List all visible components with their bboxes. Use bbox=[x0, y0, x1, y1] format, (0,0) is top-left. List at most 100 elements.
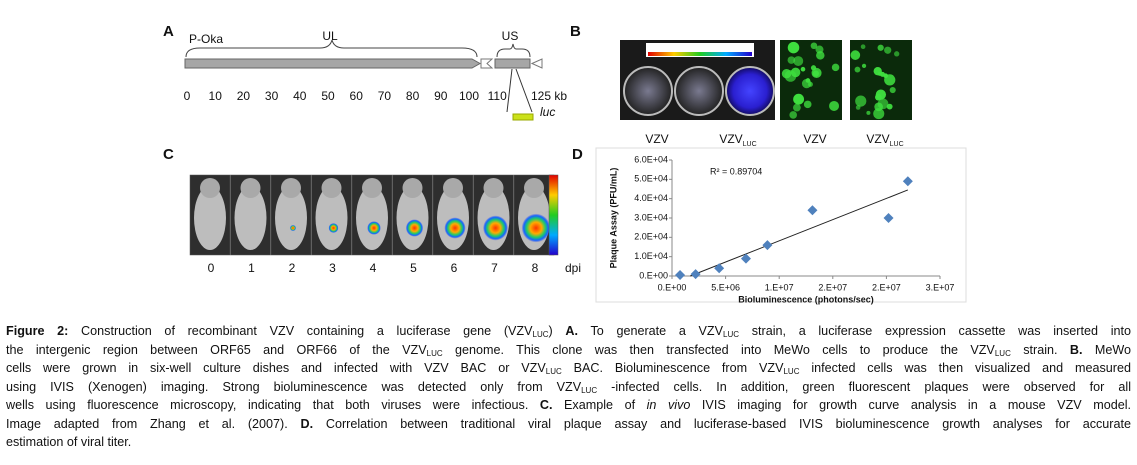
x-tick-label: 0.E+00 bbox=[658, 282, 687, 292]
caption-run: using IVIS (Xenogen) imaging. Strong bio… bbox=[6, 379, 582, 394]
caption-run: To generate a VZV bbox=[578, 324, 724, 338]
plaque bbox=[850, 50, 861, 60]
plaque bbox=[877, 98, 889, 110]
day-label: 2 bbox=[289, 261, 296, 275]
caption-run: strain. bbox=[1010, 342, 1070, 357]
luminescence bbox=[483, 215, 508, 241]
caption-run: LUC bbox=[723, 330, 740, 339]
caption-run: wells using fluorescence microscopy, ind… bbox=[6, 398, 540, 412]
caption-run: LUC bbox=[783, 367, 800, 376]
scale-label: 10 bbox=[209, 89, 223, 103]
scale-label: 100 bbox=[459, 89, 479, 103]
panel-letter: B bbox=[570, 23, 581, 40]
scale-label: 70 bbox=[378, 89, 392, 103]
luminescence bbox=[405, 219, 424, 237]
figure: A P-Oka UL US luc 0 10 20 30 40 50 60 70 80 90 100… bbox=[163, 23, 967, 304]
well bbox=[725, 66, 775, 116]
caption-line: estimation of viral titer. bbox=[6, 433, 1131, 452]
figure-caption: Figure 2: Construction of recombinant VZ… bbox=[6, 322, 1131, 452]
chart-frame bbox=[595, 147, 967, 303]
caption-run: LUC bbox=[581, 385, 598, 395]
day-label: 5 bbox=[410, 261, 417, 275]
luc-cassette bbox=[512, 113, 534, 121]
insert-lines bbox=[506, 68, 533, 113]
panel-letter: A bbox=[163, 23, 174, 40]
plaque bbox=[793, 93, 805, 105]
caption-run: ) bbox=[548, 324, 566, 338]
y-axis-label: Plaque Assay (PFU/mL) bbox=[608, 168, 618, 269]
sample-label: VZV bbox=[645, 132, 668, 146]
day-label: 6 bbox=[451, 261, 458, 275]
data-point bbox=[740, 253, 751, 264]
plaque bbox=[793, 56, 804, 67]
plaque bbox=[875, 89, 887, 100]
mouse-head bbox=[362, 178, 382, 198]
label-text: VZV bbox=[645, 132, 668, 146]
plaque bbox=[816, 51, 825, 60]
region-label: UL bbox=[322, 29, 338, 43]
plaque bbox=[860, 44, 866, 50]
plaque bbox=[803, 100, 812, 109]
scale-label: 40 bbox=[293, 89, 307, 103]
plaque bbox=[831, 63, 840, 72]
scale-label: 90 bbox=[434, 89, 448, 103]
caption-run: estimation of viral titer. bbox=[6, 435, 132, 449]
y-tick-label: 2.0E+04 bbox=[634, 232, 668, 242]
plaque bbox=[889, 86, 896, 94]
x-tick-label: 2.E+07 bbox=[818, 282, 847, 292]
label-text: VZV bbox=[866, 132, 889, 146]
caption-run: LUC bbox=[532, 330, 549, 339]
luminescence bbox=[444, 217, 466, 239]
caption-run: IVIS imaging for growth curve analysis i… bbox=[690, 398, 1131, 412]
colorbar bbox=[548, 174, 559, 256]
colorbar bbox=[648, 52, 752, 56]
caption-run: Image adapted from Zhang et al. (2007). bbox=[6, 416, 301, 431]
well bbox=[674, 66, 724, 116]
scale-label: 110 bbox=[488, 89, 507, 103]
luminescence bbox=[290, 225, 296, 231]
caption-run: LUC bbox=[994, 348, 1011, 358]
plaque bbox=[884, 46, 892, 54]
strain-label: P-Oka bbox=[189, 32, 223, 46]
caption-run: LUC bbox=[426, 348, 443, 358]
luminescence bbox=[367, 221, 381, 235]
well bbox=[623, 66, 673, 116]
plaque bbox=[873, 108, 885, 120]
caption-run: BAC. Bioluminescence from VZV bbox=[561, 361, 784, 375]
label-subscript: LUC bbox=[890, 141, 904, 148]
data-point bbox=[883, 213, 894, 223]
unit-label: dpi bbox=[565, 261, 581, 275]
x-tick-label: 5.E+06 bbox=[711, 282, 740, 292]
plaque bbox=[884, 74, 896, 86]
r-squared: R² = 0.89704 bbox=[710, 166, 762, 176]
plaque bbox=[790, 67, 801, 78]
mouse-head bbox=[443, 178, 463, 198]
data-point bbox=[807, 205, 818, 216]
sample-label: VZVLUC bbox=[866, 132, 903, 148]
caption-run: genome. This clone was then transfected … bbox=[442, 342, 995, 357]
mouse-head bbox=[321, 178, 342, 198]
caption-run: the intergenic region between ORF65 and … bbox=[6, 342, 427, 357]
y-tick-label: 0.E+00 bbox=[639, 270, 668, 280]
data-point bbox=[714, 263, 725, 274]
plaque bbox=[787, 41, 800, 54]
sample-label: VZV bbox=[803, 132, 826, 146]
scale-label: 0 bbox=[184, 89, 191, 103]
plaque bbox=[787, 56, 796, 64]
plaque bbox=[861, 63, 867, 69]
y-tick-label: 4.0E+04 bbox=[634, 193, 668, 203]
day-label: 1 bbox=[248, 261, 255, 275]
mouse-body bbox=[275, 186, 307, 250]
ul-brace bbox=[185, 39, 478, 58]
us-brace bbox=[496, 43, 531, 58]
luc-label: luc bbox=[540, 105, 555, 119]
caption-line: using IVIS (Xenogen) imaging. Strong bio… bbox=[6, 378, 1131, 397]
caption-run: B. bbox=[1069, 342, 1083, 357]
caption-line: the intergenic region between ORF65 and … bbox=[6, 341, 1131, 360]
plaque bbox=[854, 66, 861, 73]
caption-run: LUC bbox=[545, 367, 562, 376]
mouse-head bbox=[402, 178, 423, 198]
repeat-arrow bbox=[530, 58, 543, 69]
ul-segment bbox=[184, 58, 482, 69]
